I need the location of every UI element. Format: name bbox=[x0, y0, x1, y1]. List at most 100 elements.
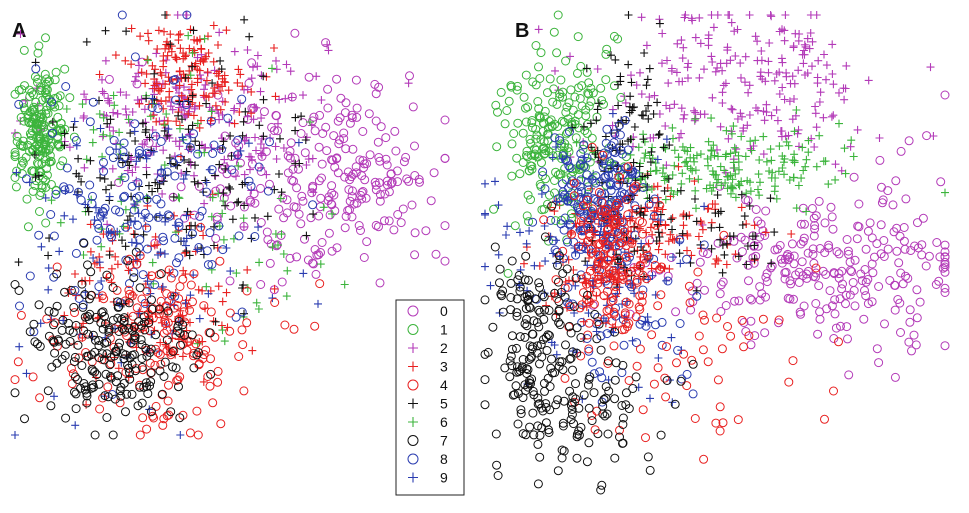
point-7 bbox=[54, 336, 64, 346]
point-7 bbox=[205, 328, 215, 338]
point-4 bbox=[234, 352, 244, 361]
point-7 bbox=[515, 286, 525, 296]
point-0 bbox=[405, 71, 414, 81]
point-4 bbox=[587, 142, 597, 152]
point-9 bbox=[50, 392, 58, 401]
point-6 bbox=[691, 186, 700, 195]
point-0 bbox=[421, 226, 431, 236]
point-3 bbox=[212, 69, 221, 78]
point-7 bbox=[566, 328, 576, 338]
point-7 bbox=[113, 371, 123, 381]
point-7 bbox=[601, 382, 611, 392]
point-5 bbox=[626, 92, 635, 101]
point-4 bbox=[587, 277, 597, 287]
point-9 bbox=[552, 350, 561, 359]
point-8 bbox=[558, 151, 568, 161]
point-0 bbox=[789, 294, 798, 304]
point-4 bbox=[774, 315, 784, 325]
point-5 bbox=[713, 191, 722, 199]
point-5 bbox=[291, 113, 300, 122]
point-7 bbox=[106, 371, 115, 381]
point-4 bbox=[191, 339, 201, 349]
point-7 bbox=[82, 388, 92, 398]
point-6 bbox=[45, 156, 54, 165]
point-4 bbox=[194, 334, 204, 344]
point-0 bbox=[861, 291, 871, 301]
point-5 bbox=[138, 119, 147, 128]
point-9 bbox=[481, 179, 489, 188]
point-4 bbox=[599, 291, 609, 301]
point-7 bbox=[101, 369, 111, 379]
point-8 bbox=[617, 368, 627, 378]
point-3 bbox=[668, 235, 677, 244]
point-2 bbox=[842, 61, 851, 70]
point-2 bbox=[767, 12, 776, 21]
point-8 bbox=[96, 211, 106, 221]
point-1 bbox=[492, 142, 502, 152]
point-2 bbox=[249, 63, 257, 72]
point-4 bbox=[631, 312, 641, 322]
point-5 bbox=[44, 251, 53, 260]
point-0 bbox=[860, 286, 869, 295]
point-5 bbox=[219, 189, 228, 198]
point-7 bbox=[146, 368, 156, 378]
point-4 bbox=[270, 298, 280, 307]
point-8 bbox=[25, 271, 35, 281]
point-4 bbox=[622, 195, 632, 204]
point-0 bbox=[274, 204, 284, 214]
point-1 bbox=[535, 74, 545, 83]
point-7 bbox=[147, 295, 156, 305]
point-0 bbox=[298, 196, 308, 206]
point-2 bbox=[716, 122, 725, 131]
point-2 bbox=[728, 105, 737, 114]
point-3 bbox=[171, 53, 180, 62]
point-2 bbox=[123, 166, 132, 175]
point-0 bbox=[296, 219, 306, 229]
point-3 bbox=[204, 93, 213, 102]
point-8 bbox=[638, 285, 648, 295]
point-8 bbox=[130, 52, 140, 62]
point-0 bbox=[212, 215, 222, 225]
point-0 bbox=[265, 179, 274, 189]
legend-marker-2 bbox=[408, 343, 418, 353]
point-2 bbox=[302, 161, 311, 169]
point-5 bbox=[729, 232, 738, 241]
point-0 bbox=[796, 239, 806, 249]
point-6 bbox=[770, 187, 779, 196]
point-5 bbox=[194, 179, 202, 188]
point-0 bbox=[860, 265, 870, 274]
point-9 bbox=[72, 141, 81, 150]
point-0 bbox=[351, 162, 361, 172]
point-7 bbox=[123, 256, 133, 266]
legend-marker-8 bbox=[407, 453, 419, 465]
point-7 bbox=[129, 322, 139, 332]
point-4 bbox=[638, 405, 648, 415]
point-2 bbox=[739, 124, 748, 133]
point-9 bbox=[204, 289, 213, 298]
point-0 bbox=[734, 296, 744, 306]
point-6 bbox=[741, 152, 750, 161]
point-7 bbox=[129, 273, 139, 283]
point-4 bbox=[154, 309, 164, 319]
point-7 bbox=[480, 400, 490, 410]
point-7 bbox=[162, 335, 172, 345]
point-1 bbox=[602, 44, 612, 54]
point-8 bbox=[74, 187, 83, 197]
point-2 bbox=[746, 144, 755, 153]
point-6 bbox=[754, 185, 762, 194]
point-7 bbox=[602, 409, 612, 419]
point-7 bbox=[82, 391, 92, 401]
point-2 bbox=[745, 81, 754, 90]
point-4 bbox=[661, 392, 671, 402]
point-6 bbox=[742, 189, 751, 198]
point-0 bbox=[716, 307, 726, 316]
point-2 bbox=[829, 111, 838, 120]
point-8 bbox=[158, 232, 168, 242]
point-4 bbox=[208, 398, 218, 408]
point-7 bbox=[584, 403, 594, 413]
point-3 bbox=[711, 259, 720, 268]
point-8 bbox=[131, 193, 141, 203]
point-5 bbox=[668, 225, 676, 234]
point-0 bbox=[842, 322, 852, 332]
point-7 bbox=[541, 418, 551, 428]
